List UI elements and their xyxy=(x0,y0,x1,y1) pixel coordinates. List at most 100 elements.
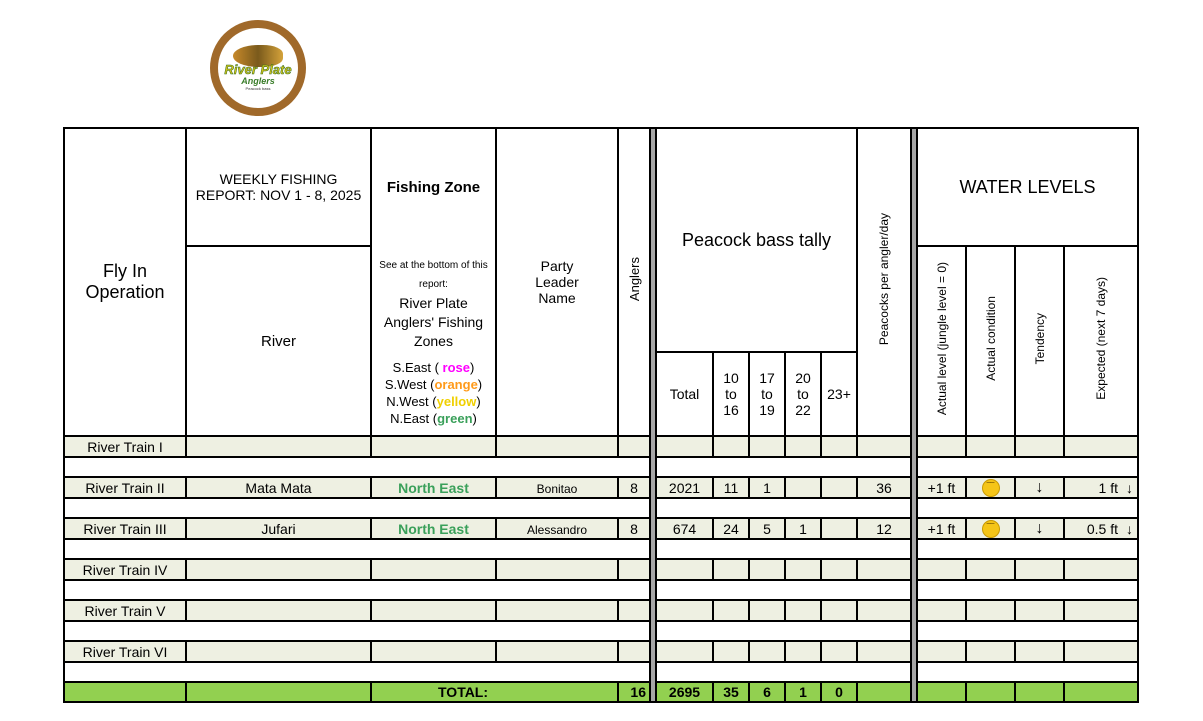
total-fish: 2695 xyxy=(655,681,714,703)
spacer-cell xyxy=(63,579,651,601)
leader-cell xyxy=(495,558,619,581)
anglers-header: Anglers xyxy=(617,127,651,437)
leader-cell: Bonitao xyxy=(495,476,619,499)
size-17-19-cell xyxy=(748,435,786,458)
zone-legend-item: N.East (green) xyxy=(390,411,477,426)
table-row: River Train I xyxy=(63,435,1139,458)
total-size-17-19: 6 xyxy=(748,681,786,703)
total-cell: 2021 xyxy=(655,476,714,499)
condition-cell: ‾‾ xyxy=(965,476,1016,499)
size-17-19-header: 17 to 19 xyxy=(748,351,786,437)
spacer-cell xyxy=(63,661,651,683)
size-17-19-cell: 1 xyxy=(748,476,786,499)
size-23-plus-cell xyxy=(820,599,858,622)
expected-cell: 1 ft ↓ xyxy=(1063,476,1139,499)
down-arrow-icon: ↓ xyxy=(1035,519,1044,537)
fly-in-operation-header: Fly In Operation xyxy=(63,127,187,437)
anglers-cell: 8 xyxy=(617,476,651,499)
zone-cell xyxy=(370,558,497,581)
spacer-cell xyxy=(655,620,912,642)
river-plate-anglers-logo: River Plate Anglers Peacock bass Since 1… xyxy=(210,20,306,116)
size-23-plus-cell xyxy=(820,435,858,458)
total-cell xyxy=(655,435,714,458)
tendency-cell xyxy=(1014,435,1065,458)
size-23-plus-cell xyxy=(820,640,858,663)
empty-cell xyxy=(1063,681,1139,703)
report-title: WEEKLY FISHING REPORT: NOV 1 - 8, 2025 xyxy=(185,127,372,247)
zone-legend-item: S.East ( rose) xyxy=(392,360,475,375)
down-arrow-icon: ↓ xyxy=(1126,520,1133,537)
total-cell xyxy=(655,599,714,622)
size-23-plus-header: 23+ xyxy=(820,351,858,437)
operation-cell: River Train II xyxy=(63,476,187,499)
fishing-zone-header: Fishing Zone See at the bottom of this re… xyxy=(370,127,497,437)
actual-condition-header: Actual condition xyxy=(965,245,1016,437)
zone-legend-item: S.West (orange) xyxy=(384,377,483,392)
tendency-cell xyxy=(1014,599,1065,622)
spacer-cell xyxy=(916,497,1139,519)
empty-cell xyxy=(63,681,187,703)
spacer-cell xyxy=(655,661,912,683)
spacer-cell xyxy=(63,497,651,519)
spacer-row xyxy=(63,497,1139,519)
size-10-16-cell xyxy=(712,435,750,458)
expected-cell: 0.5 ft ↓ xyxy=(1063,517,1139,540)
anglers-cell xyxy=(617,558,651,581)
anglers-cell xyxy=(617,640,651,663)
river-cell xyxy=(185,558,372,581)
table-row: River Train VI xyxy=(63,640,1139,663)
table-row: River Train IV xyxy=(63,558,1139,581)
tendency-cell: ↓ xyxy=(1014,517,1065,540)
leader-cell xyxy=(495,640,619,663)
spacer-row xyxy=(63,620,1139,642)
spacer-cell xyxy=(916,620,1139,642)
down-arrow-icon: ↓ xyxy=(1035,478,1044,496)
tendency-cell: ↓ xyxy=(1014,476,1065,499)
size-20-22-cell xyxy=(784,558,822,581)
size-23-plus-cell xyxy=(820,558,858,581)
spacer-cell xyxy=(655,538,912,560)
tendency-cell xyxy=(1014,558,1065,581)
spacer-cell xyxy=(655,456,912,478)
expected-header: Expected (next 7 days) xyxy=(1063,245,1139,437)
zone-cell xyxy=(370,435,497,458)
tendency-header: Tendency xyxy=(1014,245,1065,437)
total-label: TOTAL: xyxy=(370,681,619,703)
smiley-icon: ‾‾ xyxy=(981,479,1000,496)
total-cell xyxy=(655,640,714,663)
condition-cell xyxy=(965,558,1016,581)
spacer-row xyxy=(63,661,1139,683)
spacer-cell xyxy=(63,456,651,478)
river-cell xyxy=(185,640,372,663)
leader-cell: Alessandro xyxy=(495,517,619,540)
condition-cell xyxy=(965,435,1016,458)
spacer-cell xyxy=(63,538,651,560)
size-17-19-cell: 5 xyxy=(748,517,786,540)
size-10-16-cell xyxy=(712,640,750,663)
size-20-22-cell xyxy=(784,435,822,458)
total-cell: 674 xyxy=(655,517,714,540)
spacer-cell xyxy=(916,456,1139,478)
total-anglers: 16 xyxy=(617,681,651,703)
totals-row: TOTAL: 16 2695 35 6 1 0 xyxy=(63,681,1139,703)
operation-cell: River Train III xyxy=(63,517,187,540)
expected-cell xyxy=(1063,599,1139,622)
spacer-cell xyxy=(655,497,912,519)
tendency-cell xyxy=(1014,640,1065,663)
empty-cell xyxy=(965,681,1016,703)
section-separator xyxy=(910,127,918,703)
zone-cell xyxy=(370,640,497,663)
per-day-cell xyxy=(856,558,912,581)
water-levels-header: WATER LEVELS xyxy=(916,127,1139,247)
expected-cell xyxy=(1063,640,1139,663)
down-arrow-icon: ↓ xyxy=(1126,479,1133,496)
per-day-cell: 12 xyxy=(856,517,912,540)
size-17-19-cell xyxy=(748,640,786,663)
river-header: River xyxy=(185,245,372,437)
table-row: River Train II Mata Mata North East Bonitao… xyxy=(63,476,1139,499)
peacock-bass-tally-header: Peacock bass tally xyxy=(655,127,858,353)
zone-cell: North East xyxy=(370,517,497,540)
size-23-plus-cell xyxy=(820,517,858,540)
table-row: River Train III Jufari North East Alessandr… xyxy=(63,517,1139,540)
per-day-cell xyxy=(856,435,912,458)
